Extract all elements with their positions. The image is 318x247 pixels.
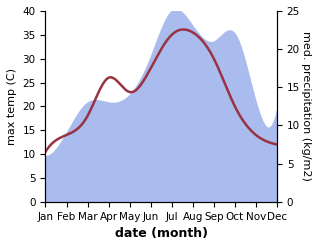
X-axis label: date (month): date (month)	[115, 227, 208, 240]
Y-axis label: max temp (C): max temp (C)	[7, 68, 17, 145]
Y-axis label: med. precipitation (kg/m2): med. precipitation (kg/m2)	[301, 31, 311, 181]
